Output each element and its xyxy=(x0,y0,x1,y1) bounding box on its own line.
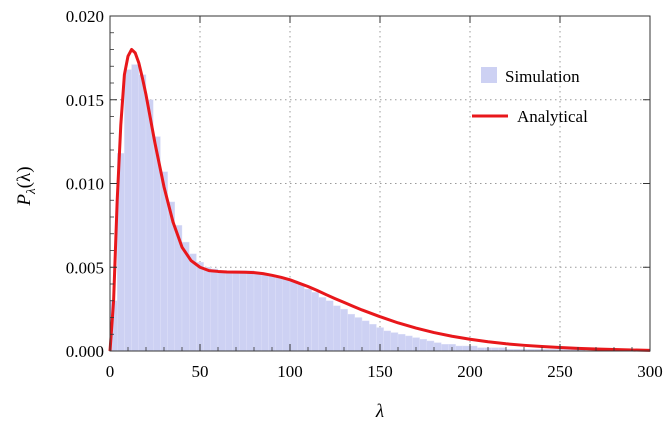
simulation-bar xyxy=(304,288,312,352)
simulation-bar xyxy=(477,347,485,352)
simulation-bar xyxy=(196,262,204,352)
y-axis-title-main: P xyxy=(14,194,35,207)
x-tick-label: 150 xyxy=(367,362,393,381)
y-axis-title-arg: (λ) xyxy=(14,166,35,188)
simulation-bar xyxy=(232,270,240,352)
simulation-bar xyxy=(318,297,327,352)
legend-simulation-swatch xyxy=(481,67,497,83)
legend-simulation-label: Simulation xyxy=(505,67,580,86)
simulation-bar xyxy=(333,305,341,352)
simulation-bar xyxy=(138,74,147,352)
x-tick-label: 100 xyxy=(277,362,303,381)
x-tick-label: 50 xyxy=(192,362,209,381)
simulation-bar xyxy=(347,313,356,352)
simulation-bar xyxy=(282,278,291,352)
simulation-bar xyxy=(124,69,132,352)
simulation-bar xyxy=(419,339,428,352)
y-axis-title: Pλ(λ) xyxy=(14,166,38,206)
simulation-bar xyxy=(469,345,478,352)
y-tick-label: 0.015 xyxy=(66,91,104,110)
y-tick-label: 0.020 xyxy=(66,7,104,26)
simulation-bar xyxy=(246,270,255,352)
simulation-bar xyxy=(462,345,471,352)
simulation-bar xyxy=(397,334,406,352)
legend-analytical-label: Analytical xyxy=(517,107,588,126)
simulation-bar xyxy=(217,270,226,352)
grid-lines xyxy=(110,16,650,351)
simulation-bar xyxy=(268,275,276,352)
simulation-bar xyxy=(433,342,442,352)
simulation-bar xyxy=(297,283,305,352)
simulation-bar xyxy=(325,300,334,352)
simulation-bar xyxy=(354,317,363,352)
simulation-bar xyxy=(131,64,140,352)
simulation-bar xyxy=(289,280,298,352)
simulation-bar xyxy=(203,267,212,352)
simulation-bar xyxy=(491,347,500,352)
x-tick-label: 250 xyxy=(547,362,573,381)
simulation-bar xyxy=(441,344,449,352)
simulation-bar xyxy=(261,273,269,352)
simulation-bar xyxy=(224,270,233,352)
x-tick-label: 300 xyxy=(637,362,663,381)
simulation-bar xyxy=(498,347,507,352)
x-tick-label: 0 xyxy=(106,362,115,381)
x-tick-label: 200 xyxy=(457,362,483,381)
simulation-bar xyxy=(361,320,370,352)
y-tick-label: 0.010 xyxy=(66,175,104,194)
y-axis-title-sub: λ xyxy=(23,188,38,195)
simulation-bar xyxy=(275,277,284,352)
simulation-bar xyxy=(405,335,413,352)
simulation-bar xyxy=(383,330,392,352)
simulation-bar xyxy=(210,268,219,352)
simulation-bar xyxy=(188,253,197,352)
simulation-bar xyxy=(145,99,154,352)
analytical-curve-layer xyxy=(108,48,651,352)
histogram-bars xyxy=(109,64,586,352)
analytical-curve xyxy=(108,48,651,352)
y-tick-label: 0.000 xyxy=(66,342,104,361)
axis-ticks: 0 50 100 150 200 250 300 0.000 0.005 0.010 0.015 0.… xyxy=(66,7,663,381)
simulation-bar xyxy=(426,340,435,352)
simulation-bar xyxy=(311,292,320,352)
simulation-bar xyxy=(455,345,464,352)
simulation-bar xyxy=(340,308,348,352)
legend: Simulation Analytical xyxy=(472,67,588,126)
simulation-bar xyxy=(369,324,377,352)
simulation-bar xyxy=(253,272,262,352)
simulation-bar xyxy=(239,270,248,352)
simulation-bar xyxy=(390,332,399,352)
y-tick-label: 0.005 xyxy=(66,258,104,277)
x-axis-title: λ xyxy=(375,401,384,422)
